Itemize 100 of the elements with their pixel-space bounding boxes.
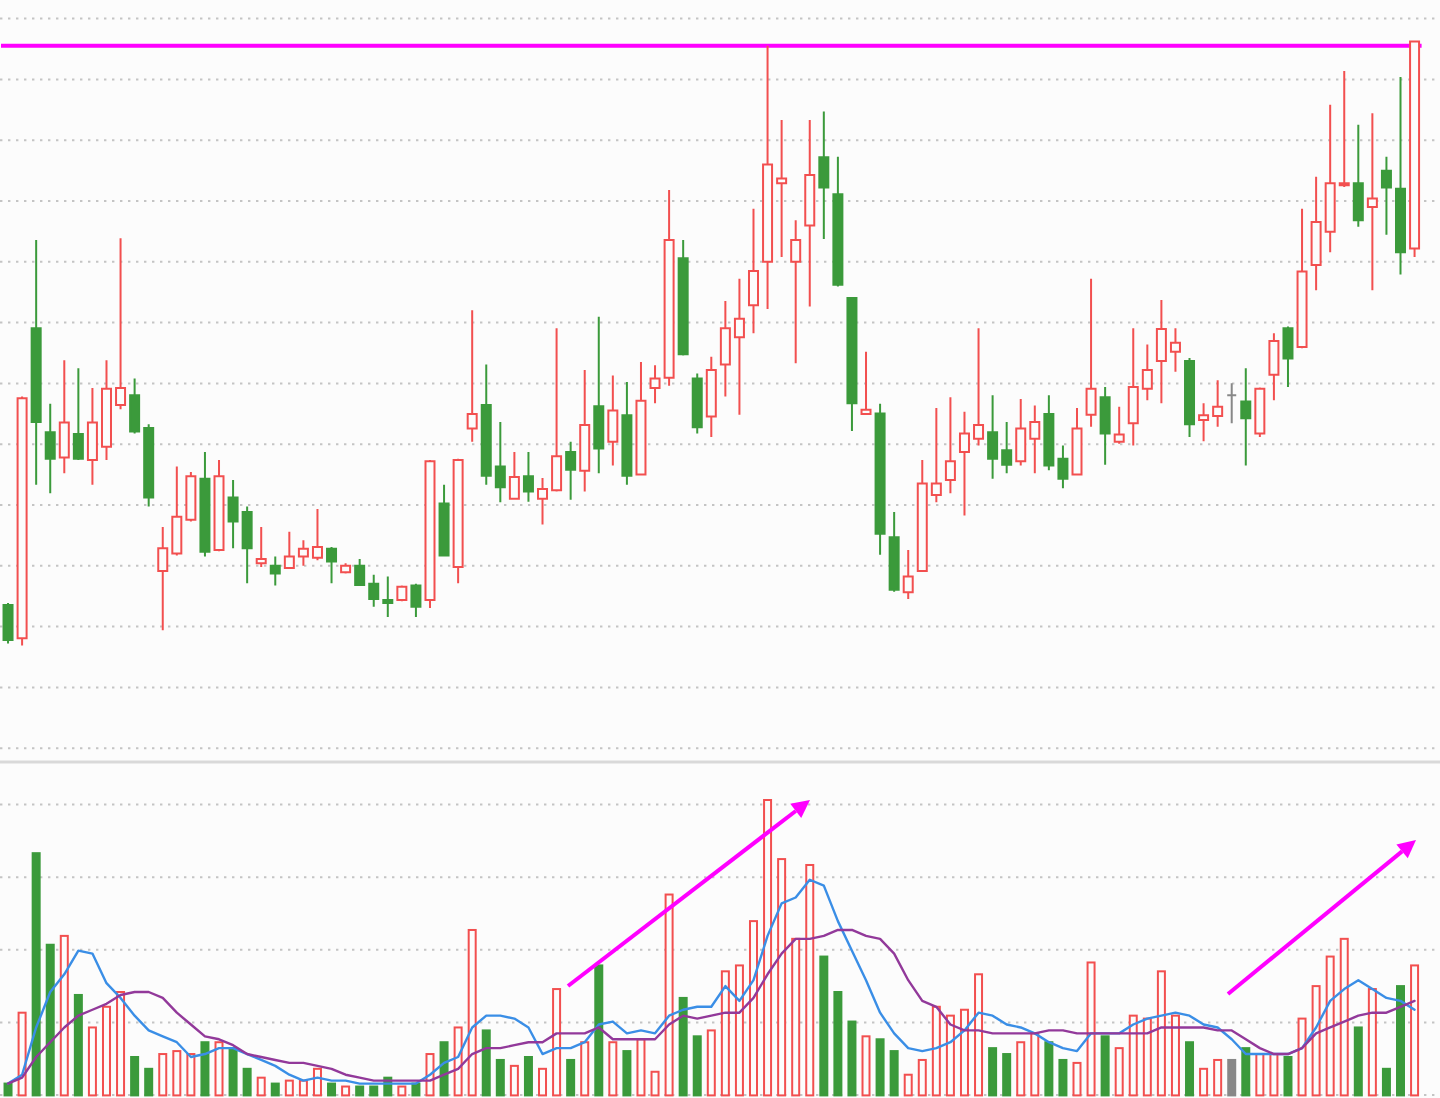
candlestick: [1071, 407, 1083, 476]
candlestick: [1085, 277, 1097, 428]
bar: [945, 1014, 955, 1097]
bar: [467, 928, 477, 1097]
candlestick: [607, 374, 619, 467]
bar: [1297, 1017, 1307, 1097]
bar: [355, 1085, 365, 1097]
candlestick: [522, 451, 534, 503]
bar: [31, 852, 41, 1097]
bar: [903, 1073, 913, 1097]
bar: [594, 964, 604, 1097]
bar: [327, 1082, 337, 1097]
candlestick: [593, 315, 605, 475]
bar: [805, 863, 815, 1097]
bar: [228, 1047, 238, 1097]
bar: [1325, 955, 1335, 1097]
bar: [777, 858, 787, 1097]
bar: [791, 937, 801, 1097]
bar: [101, 1005, 111, 1097]
bar: [734, 964, 744, 1097]
candlestick: [2, 602, 14, 645]
candlestick: [508, 451, 520, 501]
bar: [1044, 1041, 1054, 1097]
bar: [1030, 1032, 1040, 1097]
bar: [1002, 1053, 1012, 1097]
bar: [1353, 1026, 1363, 1097]
bar: [1269, 1053, 1279, 1097]
bar: [678, 996, 688, 1097]
bar: [1367, 988, 1377, 1097]
candlestick: [705, 355, 717, 439]
bar: [1058, 1058, 1068, 1097]
candlestick: [621, 381, 633, 486]
candlestick: [565, 440, 577, 501]
bar: [242, 1067, 252, 1097]
bar: [256, 1076, 266, 1097]
bar: [144, 1067, 154, 1097]
candlestick: [72, 367, 84, 461]
bar: [917, 1058, 927, 1097]
candlestick: [1240, 367, 1252, 467]
bar: [3, 1082, 13, 1097]
bar: [1199, 1067, 1209, 1097]
bar: [552, 988, 562, 1097]
bar: [1255, 1053, 1265, 1097]
bar: [875, 1038, 885, 1097]
bar: [664, 893, 674, 1097]
bar: [59, 934, 69, 1097]
bar: [1283, 1056, 1293, 1097]
candlestick: [269, 555, 281, 587]
candlestick: [410, 582, 422, 619]
bar: [706, 1029, 716, 1097]
bar: [988, 1047, 998, 1097]
candlestick: [16, 395, 28, 647]
bar: [1241, 1047, 1251, 1097]
candlestick: [579, 368, 591, 493]
bar: [158, 1053, 168, 1097]
bar: [833, 991, 843, 1097]
candlestick: [1099, 385, 1111, 466]
bar: [1410, 964, 1420, 1097]
bar: [749, 920, 758, 1097]
bar: [284, 1079, 294, 1097]
bar: [214, 1041, 224, 1097]
candlestick: [691, 372, 703, 435]
bar: [341, 1085, 351, 1097]
candlestick: [1352, 123, 1364, 228]
candlestick: [748, 207, 759, 335]
bar: [974, 973, 984, 1097]
candlestick: [846, 297, 858, 432]
candlestick: [1184, 356, 1196, 439]
candlestick: [832, 155, 844, 288]
candlestick: [340, 562, 352, 575]
candlestick: [790, 219, 802, 365]
candlestick: [1282, 325, 1294, 388]
candlestick: [804, 118, 816, 308]
bar: [298, 1079, 308, 1097]
candlestick: [1254, 386, 1266, 439]
bar: [312, 1067, 322, 1097]
bar: [1213, 1058, 1223, 1097]
bar: [200, 1041, 210, 1097]
candlestick: [466, 309, 478, 443]
bar: [397, 1085, 407, 1097]
bar: [116, 991, 126, 1097]
candlestick: [424, 458, 436, 609]
bar: [1396, 985, 1405, 1097]
bar: [172, 1050, 182, 1097]
bar: [1142, 1017, 1152, 1097]
bar: [87, 1026, 97, 1097]
bar: [495, 1058, 505, 1097]
candlestick: [58, 359, 70, 475]
bar: [650, 1070, 660, 1097]
candlestick: [438, 483, 450, 558]
bar: [580, 1041, 590, 1097]
candlestick: [30, 239, 42, 486]
candlestick: [213, 458, 225, 553]
bar: [861, 1035, 871, 1097]
candlestick: [818, 110, 830, 240]
candlestick: [326, 545, 338, 585]
bar: [1016, 1041, 1026, 1097]
candlestick: [44, 402, 56, 495]
bar: [270, 1082, 280, 1097]
candlestick: [902, 548, 914, 600]
